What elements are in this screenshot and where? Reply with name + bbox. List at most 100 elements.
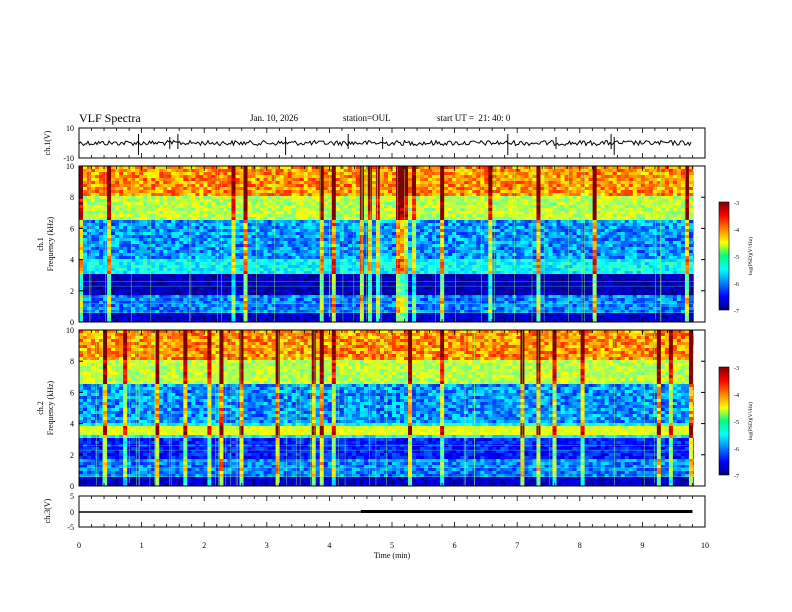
spectrogram-cell (311, 250, 317, 254)
spectrogram-cell (143, 298, 148, 302)
spectrogram-cell (111, 286, 116, 290)
spectrogram-cell (267, 211, 272, 215)
spectrogram-cell (127, 178, 132, 182)
spectrogram-cell (227, 298, 232, 302)
spectrogram-cell (91, 256, 96, 260)
spectrogram-cell (404, 262, 409, 266)
spectrogram-cell (355, 274, 361, 278)
spectrogram-cell (456, 226, 461, 230)
spectrogram-cell (115, 244, 120, 248)
spectrogram-cell (191, 193, 196, 197)
spectrogram-cell (231, 235, 236, 239)
spectrogram-cell (323, 235, 329, 239)
spectrogram-cell (155, 190, 160, 194)
spectrogram-cell (404, 229, 409, 233)
spectrogram-cell (311, 292, 317, 296)
spectrogram-cell (223, 202, 228, 206)
spectrogram-cell (400, 226, 405, 230)
spectrogram-cell (183, 211, 188, 215)
spectrogram-cell (151, 241, 156, 245)
spectrogram-cell (171, 247, 176, 251)
spectrogram-cell (223, 166, 228, 170)
spectrogram-cell (311, 277, 317, 281)
spectrogram-cell (339, 271, 345, 275)
spectrogram-cell (195, 199, 200, 203)
spectrogram-cell (371, 244, 377, 248)
spectrogram-cell (404, 181, 409, 185)
spectrogram-cell (319, 253, 325, 257)
spectrogram-cell (283, 238, 288, 242)
spectrogram-cell (251, 190, 256, 194)
spectrogram-cell (279, 301, 284, 305)
spectrogram-cell (424, 256, 429, 260)
spectrogram-cell (211, 175, 216, 179)
spectrogram-cell (191, 274, 196, 278)
spectrogram-cell (440, 292, 445, 296)
spectrogram-cell (287, 208, 292, 212)
spectrogram-cell (343, 193, 349, 197)
spectrogram-cell (420, 178, 425, 182)
spectrogram-cell (139, 274, 144, 278)
spectrogram-cell (183, 205, 188, 209)
spectrogram-cell (440, 172, 445, 176)
spectrogram-cell (408, 187, 413, 191)
spectrogram-cell (299, 220, 305, 224)
spectrogram-cell (416, 256, 421, 260)
spectrogram-cell (195, 289, 200, 293)
spectrogram-cell (163, 301, 168, 305)
spectrogram-cell (239, 223, 244, 227)
spectrogram-cell (127, 307, 132, 311)
spectrogram-cell (139, 250, 144, 254)
spectrogram-cell (456, 268, 461, 272)
spectrogram-cell (420, 166, 425, 170)
spectrogram-cell (416, 232, 421, 236)
spectrogram-cell (416, 247, 421, 251)
spectrogram-cell (107, 202, 112, 206)
spectrogram-cell (460, 202, 465, 206)
spectrogram-cell (115, 313, 120, 317)
spectrogram-cell (263, 274, 268, 278)
spectrogram-cell (315, 316, 321, 320)
spectrogram-cell (239, 268, 244, 272)
spectrogram-cell (247, 256, 252, 260)
spectrogram-cell (139, 241, 144, 245)
spectrogram-cell (359, 199, 365, 203)
spectrogram-cell (416, 310, 421, 314)
spectrogram-cell (183, 172, 188, 176)
spectrogram-cell (307, 202, 313, 206)
spectrogram-cell (99, 220, 104, 224)
spectrogram-cell (400, 304, 405, 308)
spectrogram-cell (323, 289, 329, 293)
spectrogram-cell (404, 265, 409, 269)
spectrogram-cell (111, 283, 116, 287)
spectrogram-cell (243, 277, 248, 281)
spectrogram-cell (291, 232, 296, 236)
spectrogram-cell (383, 304, 389, 308)
spectrogram-cell (95, 166, 100, 170)
spectrogram-cell (279, 178, 284, 182)
spectrogram-cell (299, 211, 305, 215)
spectrogram-cell (135, 265, 140, 269)
spectrogram-cell (392, 316, 397, 320)
spectrogram-cell (255, 175, 260, 179)
spectrogram-cell (119, 310, 124, 314)
spectrogram-cell (412, 265, 417, 269)
spectrogram-cell (347, 232, 353, 236)
spectrogram-cell (299, 217, 305, 221)
spectrogram-cell (432, 265, 437, 269)
spectrogram-cell (396, 175, 401, 179)
spectrogram-cell (299, 214, 305, 218)
spectrogram-cell (307, 169, 313, 173)
spectrogram-cell (195, 286, 200, 290)
spectrogram-cell (311, 298, 317, 302)
spectrogram-cell (79, 271, 84, 275)
spectrogram-cell (135, 259, 140, 263)
spectrogram-cell (396, 301, 401, 305)
spectrogram-cell (243, 184, 248, 188)
spectrogram-cell (127, 211, 132, 215)
spectrogram-cell (191, 184, 196, 188)
spectrogram-cell (155, 268, 160, 272)
spectrogram-cell (107, 274, 112, 278)
spectrogram-cell (355, 235, 361, 239)
spectrogram-cell (179, 307, 184, 311)
